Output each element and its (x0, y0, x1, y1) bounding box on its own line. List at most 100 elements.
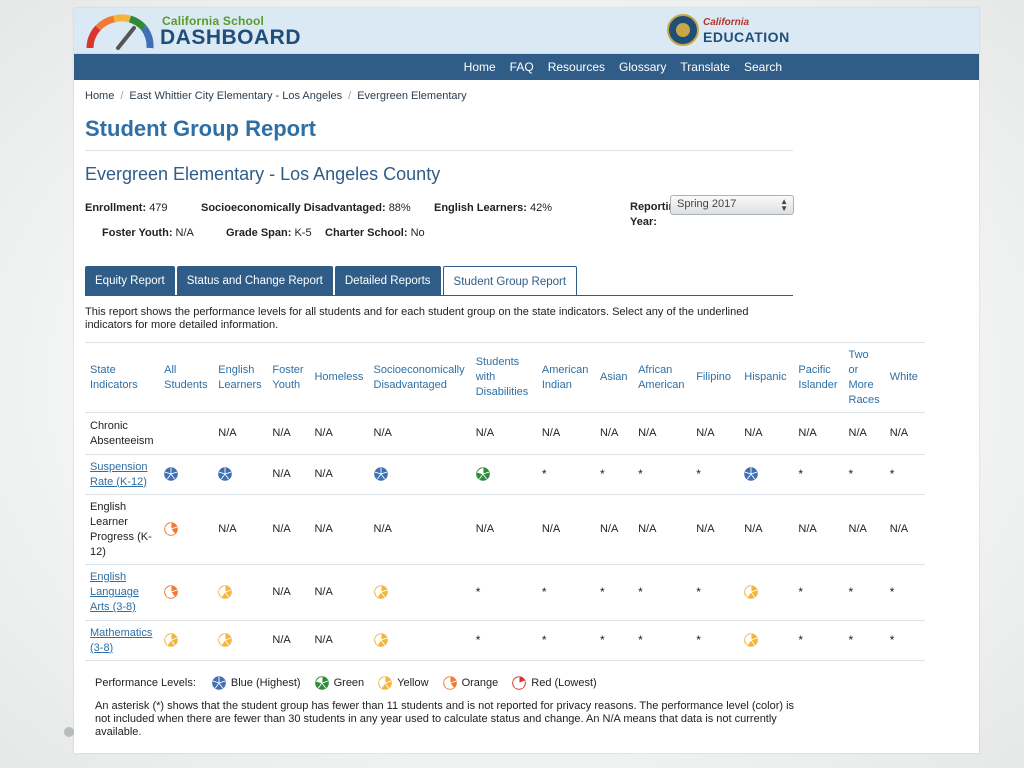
privacy-asterisk: * (848, 632, 854, 647)
tab-student-group-report[interactable]: Student Group Report (442, 266, 578, 296)
tab-detailed-reports[interactable]: Detailed Reports (334, 266, 441, 296)
state-seal-icon (667, 14, 699, 46)
site-header: California School DASHBOARD California E… (74, 8, 979, 54)
yellow-performance-icon (218, 585, 233, 599)
data-cell: N/A (536, 494, 595, 565)
nav-translate[interactable]: Translate (680, 60, 730, 74)
tab-status-change-report[interactable]: Status and Change Report (176, 266, 333, 296)
el-label: English Learners: (434, 202, 527, 214)
column-header: African American (633, 342, 692, 413)
data-cell (368, 564, 471, 621)
na-value: N/A (599, 523, 619, 535)
nav-home[interactable]: Home (463, 60, 496, 74)
indicator-cell[interactable]: English Language Arts (3-8) (85, 564, 160, 621)
table-row: Mathematics (3-8) N/A N/A * * * * * * * * (85, 620, 925, 661)
indicator-cell[interactable]: Mathematics (3-8) (85, 620, 160, 661)
orange-performance-icon (442, 676, 457, 690)
privacy-asterisk: * (638, 632, 643, 647)
data-cell: N/A (536, 412, 595, 455)
privacy-asterisk: * (696, 632, 701, 647)
data-cell: N/A (368, 412, 471, 455)
na-value: N/A (541, 427, 561, 439)
cde-logo[interactable]: California EDUCATION (667, 14, 797, 50)
data-cell: * (536, 454, 595, 495)
charter-label: Charter School: (325, 227, 408, 239)
nav-faq[interactable]: FAQ (509, 60, 534, 74)
charter-info: Charter School: No (325, 227, 425, 239)
indicator-cell: Chronic Absenteeism (85, 412, 160, 455)
na-value: N/A (373, 523, 392, 535)
indicator-link[interactable]: Mathematics (3-8) (90, 626, 153, 654)
reporting-year-select[interactable]: Spring 2017 ▲ ▼ (670, 195, 794, 215)
data-cell (159, 564, 214, 621)
indicator-link[interactable]: Suspension Rate (K-12) (90, 460, 148, 488)
data-cell: * (633, 564, 692, 621)
data-cell: N/A (884, 494, 925, 565)
privacy-asterisk: * (541, 466, 547, 481)
enrollment-label: Enrollment: (85, 202, 147, 214)
privacy-asterisk: * (798, 466, 804, 481)
green-performance-icon (475, 467, 490, 481)
yellow-performance-icon (373, 585, 388, 599)
dashboard-logo[interactable]: California School DASHBOARD (84, 12, 301, 52)
privacy-asterisk: * (798, 632, 804, 647)
data-cell: N/A (309, 412, 369, 455)
data-cell (159, 412, 214, 455)
privacy-asterisk: * (599, 584, 605, 599)
red-performance-icon (512, 676, 527, 690)
foster-info: Foster Youth: N/A (102, 227, 194, 239)
logo-line2: DASHBOARD (160, 26, 301, 49)
breadcrumb-separator: / (120, 90, 124, 102)
indicator-link[interactable]: English Language Arts (3-8) (90, 571, 139, 613)
legend-item-red: Red (Lowest) (512, 676, 597, 690)
breadcrumb-separator: / (348, 90, 352, 102)
gauge-icon (86, 14, 154, 50)
report-tabs: Equity Report Status and Change Report D… (85, 266, 578, 296)
nav-resources[interactable]: Resources (547, 60, 606, 74)
na-value: N/A (696, 523, 715, 535)
na-value: N/A (848, 523, 867, 535)
data-cell: N/A (309, 620, 369, 661)
data-cell: N/A (267, 620, 310, 661)
data-cell (159, 494, 214, 565)
yellow-performance-icon (164, 633, 178, 647)
na-value: N/A (272, 586, 291, 598)
nav-search[interactable]: Search (743, 60, 782, 74)
privacy-asterisk: * (848, 466, 854, 481)
data-cell: * (691, 454, 740, 495)
data-cell (470, 454, 537, 495)
legend-label: Orange (461, 677, 499, 689)
indicator-cell[interactable]: Suspension Rate (K-12) (85, 454, 160, 495)
sed-info: Socioeconomically Disadvantaged: 88% (201, 202, 411, 214)
data-cell: * (843, 620, 885, 661)
yellow-performance-icon (744, 633, 759, 647)
data-cell: * (633, 620, 692, 661)
breadcrumb-home[interactable]: Home (85, 90, 115, 102)
page-title: Student Group Report (85, 116, 316, 141)
data-cell (159, 454, 214, 495)
column-header: American Indian (536, 342, 595, 413)
na-value: N/A (599, 427, 619, 439)
foster-value: N/A (175, 227, 194, 239)
legend-label: Blue (Highest) (230, 677, 301, 689)
data-cell: N/A (470, 494, 537, 565)
yellow-performance-icon (218, 633, 233, 647)
breadcrumb-district[interactable]: East Whittier City Elementary - Los Ange… (129, 90, 343, 102)
column-header: Hispanic (739, 342, 794, 413)
na-value: N/A (798, 427, 817, 439)
table-row: English Language Arts (3-8) N/A N/A * * * * * * *… (85, 564, 925, 621)
data-cell: * (470, 620, 537, 661)
na-value: N/A (314, 586, 333, 598)
column-header: All Students (159, 342, 214, 413)
data-cell: * (691, 620, 740, 661)
data-cell: * (536, 564, 595, 621)
privacy-asterisk: * (798, 584, 804, 599)
na-value: N/A (314, 468, 333, 480)
data-cell: N/A (594, 412, 634, 455)
nav-glossary[interactable]: Glossary (619, 60, 667, 74)
breadcrumb-school[interactable]: Evergreen Elementary (357, 90, 467, 102)
na-value: N/A (314, 427, 333, 439)
school-title: Evergreen Elementary - Los Angeles Count… (85, 164, 441, 184)
tab-equity-report[interactable]: Equity Report (85, 266, 175, 296)
grade-span-label: Grade Span: (226, 227, 292, 239)
